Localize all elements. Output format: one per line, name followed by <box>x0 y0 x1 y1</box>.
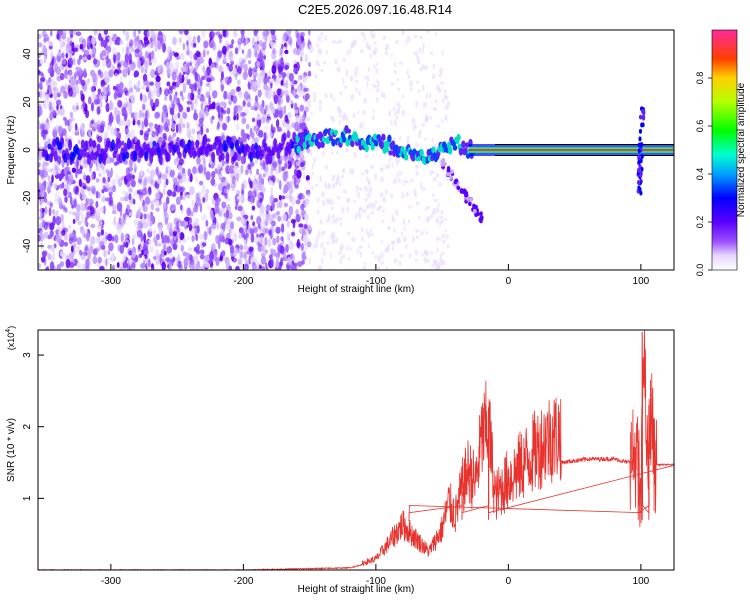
colorbar-tick-label: 0.2 <box>695 216 705 229</box>
x-tick-label: -200 <box>233 276 253 287</box>
x-tick-label: 100 <box>633 276 650 287</box>
y-tick-label: -20 <box>22 190 33 205</box>
y-tick-label: 0 <box>22 147 33 153</box>
x-tick-label: -100 <box>366 276 386 287</box>
y-tick-label: -40 <box>22 238 33 253</box>
colorbar-gradient <box>711 29 738 271</box>
y-tick-label: 40 <box>22 48 33 60</box>
snr-y-ticks: 1 2 3 <box>22 352 44 501</box>
chart-title: C2E5.2026.097.16.48.R14 <box>298 2 452 17</box>
spectrogram-x-label: Height of straight line (km) <box>298 284 415 295</box>
snr-y-label: SNR (10 * v/v) <box>6 418 17 482</box>
spectrogram-field <box>38 30 451 270</box>
snr-y-multiplier: (x104) <box>5 326 16 350</box>
x-tick-label: -200 <box>233 576 253 587</box>
spectrogram-y-ticks: -40 -20 0 20 40 <box>22 48 44 253</box>
spectrogram-x-ticks: -300 -200 -100 0 100 <box>101 264 650 287</box>
y-tick-label: 1 <box>22 495 33 501</box>
colorbar-tick-label: 0.4 <box>695 168 705 181</box>
snr-x-ticks: -300 -200 -100 0 100 <box>101 564 650 587</box>
y-tick-label: 20 <box>22 96 33 108</box>
x-tick-label: 100 <box>633 576 650 587</box>
colorbar-tick-label: 0.8 <box>695 72 705 85</box>
x-tick-label: -300 <box>101 276 121 287</box>
colorbar-ticks: 0.0 0.2 0.4 0.6 0.8 <box>695 72 712 277</box>
x-tick-label: -100 <box>366 576 386 587</box>
spectrogram-y-label: Frequency (Hz) <box>6 116 17 185</box>
colorbar-tick-label: 0.0 <box>695 264 705 277</box>
x-tick-label: 0 <box>506 576 512 587</box>
snr-spikes <box>408 332 650 522</box>
x-tick-label: 0 <box>506 276 512 287</box>
colorbar-tick-label: 0.6 <box>695 120 705 133</box>
colorbar: 0.0 0.2 0.4 0.6 0.8 Normalized spectral ampl… <box>695 29 747 277</box>
colorbar-label: Normalized spectral amplitude <box>736 82 747 217</box>
snr-panel: -300 -200 -100 0 100 1 2 3 Height of straight … <box>5 326 675 595</box>
snr-series-line <box>38 330 674 570</box>
snr-x-label: Height of straight line (km) <box>298 584 415 595</box>
y-tick-label: 2 <box>22 423 33 429</box>
spectrogram-ridge <box>42 106 674 224</box>
snr-frame <box>37 329 675 571</box>
x-tick-label: -300 <box>101 576 121 587</box>
y-tick-label: 3 <box>22 352 33 358</box>
